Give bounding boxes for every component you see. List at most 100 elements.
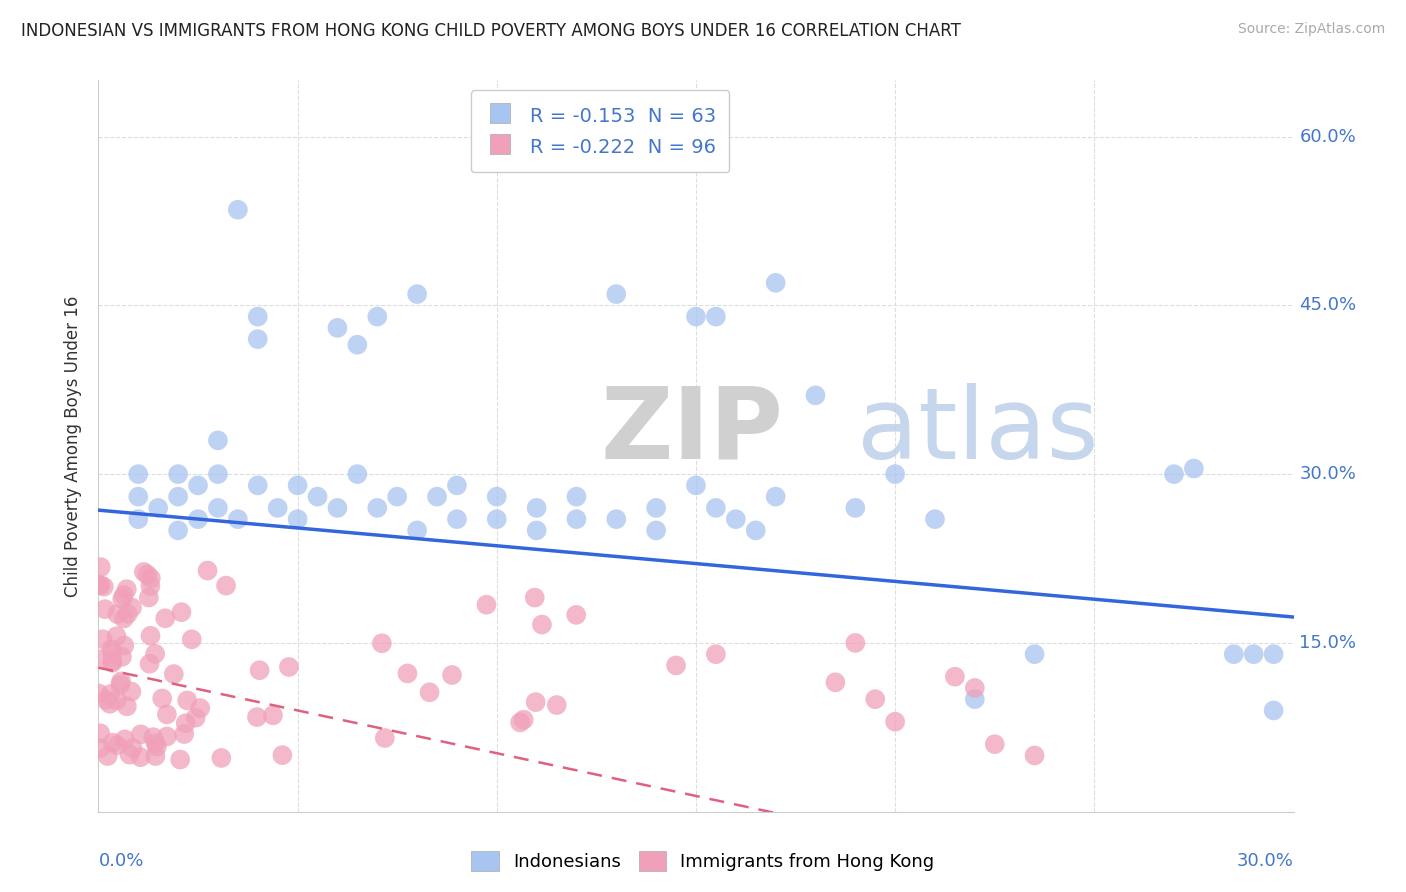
Point: [287, 512, 309, 526]
Point: [512, 713, 534, 727]
Point: [406, 287, 429, 301]
Point: [167, 467, 190, 482]
Point: [565, 490, 588, 504]
Point: [685, 310, 707, 324]
Point: [139, 579, 162, 593]
Point: [180, 632, 202, 647]
Point: [105, 607, 128, 621]
Point: [207, 500, 229, 515]
Point: [246, 710, 269, 724]
Point: [127, 512, 149, 526]
Point: [142, 730, 165, 744]
Point: [101, 646, 124, 660]
Text: 30.0%: 30.0%: [1299, 465, 1357, 483]
Point: [1182, 461, 1205, 475]
Point: [565, 512, 588, 526]
Point: [226, 202, 249, 217]
Point: [155, 611, 177, 625]
Point: [346, 337, 368, 351]
Point: [509, 715, 531, 730]
Point: [187, 478, 209, 492]
Point: [170, 605, 193, 619]
Point: [524, 695, 547, 709]
Point: [326, 321, 349, 335]
Point: [485, 512, 508, 526]
Point: [108, 678, 131, 692]
Point: [1263, 647, 1285, 661]
Point: [121, 741, 143, 756]
Point: [396, 666, 419, 681]
Point: [884, 714, 907, 729]
Point: [207, 467, 229, 482]
Point: [526, 524, 548, 538]
Text: 15.0%: 15.0%: [1299, 634, 1357, 652]
Point: [366, 500, 388, 515]
Point: [105, 629, 128, 643]
Point: [127, 490, 149, 504]
Point: [526, 500, 548, 515]
Point: [1243, 647, 1265, 661]
Point: [277, 660, 299, 674]
Point: [530, 617, 553, 632]
Point: [844, 500, 866, 515]
Point: [765, 276, 787, 290]
Point: [704, 500, 727, 515]
Point: [645, 524, 668, 538]
Point: [287, 478, 309, 492]
Point: [176, 693, 198, 707]
Point: [824, 675, 846, 690]
Point: [110, 674, 132, 689]
Point: [246, 332, 269, 346]
Point: [148, 500, 170, 515]
Point: [1024, 647, 1046, 661]
Point: [117, 607, 139, 621]
Point: [1163, 467, 1185, 482]
Text: 30.0%: 30.0%: [1237, 852, 1294, 870]
Point: [924, 512, 946, 526]
Point: [118, 747, 141, 762]
Point: [87, 577, 110, 591]
Point: [145, 749, 167, 764]
Point: [169, 753, 191, 767]
Point: [605, 512, 627, 526]
Point: [1263, 703, 1285, 717]
Point: [565, 607, 588, 622]
Point: [374, 731, 396, 745]
Text: INDONESIAN VS IMMIGRANTS FROM HONG KONG CHILD POVERTY AMONG BOYS UNDER 16 CORREL: INDONESIAN VS IMMIGRANTS FROM HONG KONG …: [21, 22, 960, 40]
Point: [138, 591, 160, 605]
Point: [112, 588, 135, 602]
Point: [665, 658, 688, 673]
Point: [226, 512, 249, 526]
Point: [485, 490, 508, 504]
Point: [115, 582, 138, 596]
Point: [262, 708, 284, 723]
Text: 60.0%: 60.0%: [1299, 128, 1357, 145]
Point: [129, 727, 152, 741]
Point: [93, 580, 115, 594]
Text: atlas: atlas: [858, 383, 1099, 480]
Y-axis label: Child Poverty Among Boys Under 16: Child Poverty Among Boys Under 16: [65, 295, 83, 597]
Point: [121, 600, 143, 615]
Point: [115, 699, 138, 714]
Point: [704, 647, 727, 661]
Point: [89, 578, 111, 592]
Point: [685, 478, 707, 492]
Point: [215, 578, 238, 592]
Point: [167, 490, 190, 504]
Point: [446, 478, 468, 492]
Point: [100, 642, 122, 657]
Text: Source: ZipAtlas.com: Source: ZipAtlas.com: [1237, 22, 1385, 37]
Point: [98, 697, 121, 711]
Point: [406, 524, 429, 538]
Point: [111, 592, 134, 607]
Point: [101, 654, 124, 668]
Point: [984, 737, 1007, 751]
Point: [844, 636, 866, 650]
Point: [307, 490, 329, 504]
Point: [174, 716, 197, 731]
Point: [111, 649, 134, 664]
Point: [765, 490, 787, 504]
Point: [97, 749, 120, 764]
Point: [963, 681, 986, 695]
Point: [87, 686, 110, 700]
